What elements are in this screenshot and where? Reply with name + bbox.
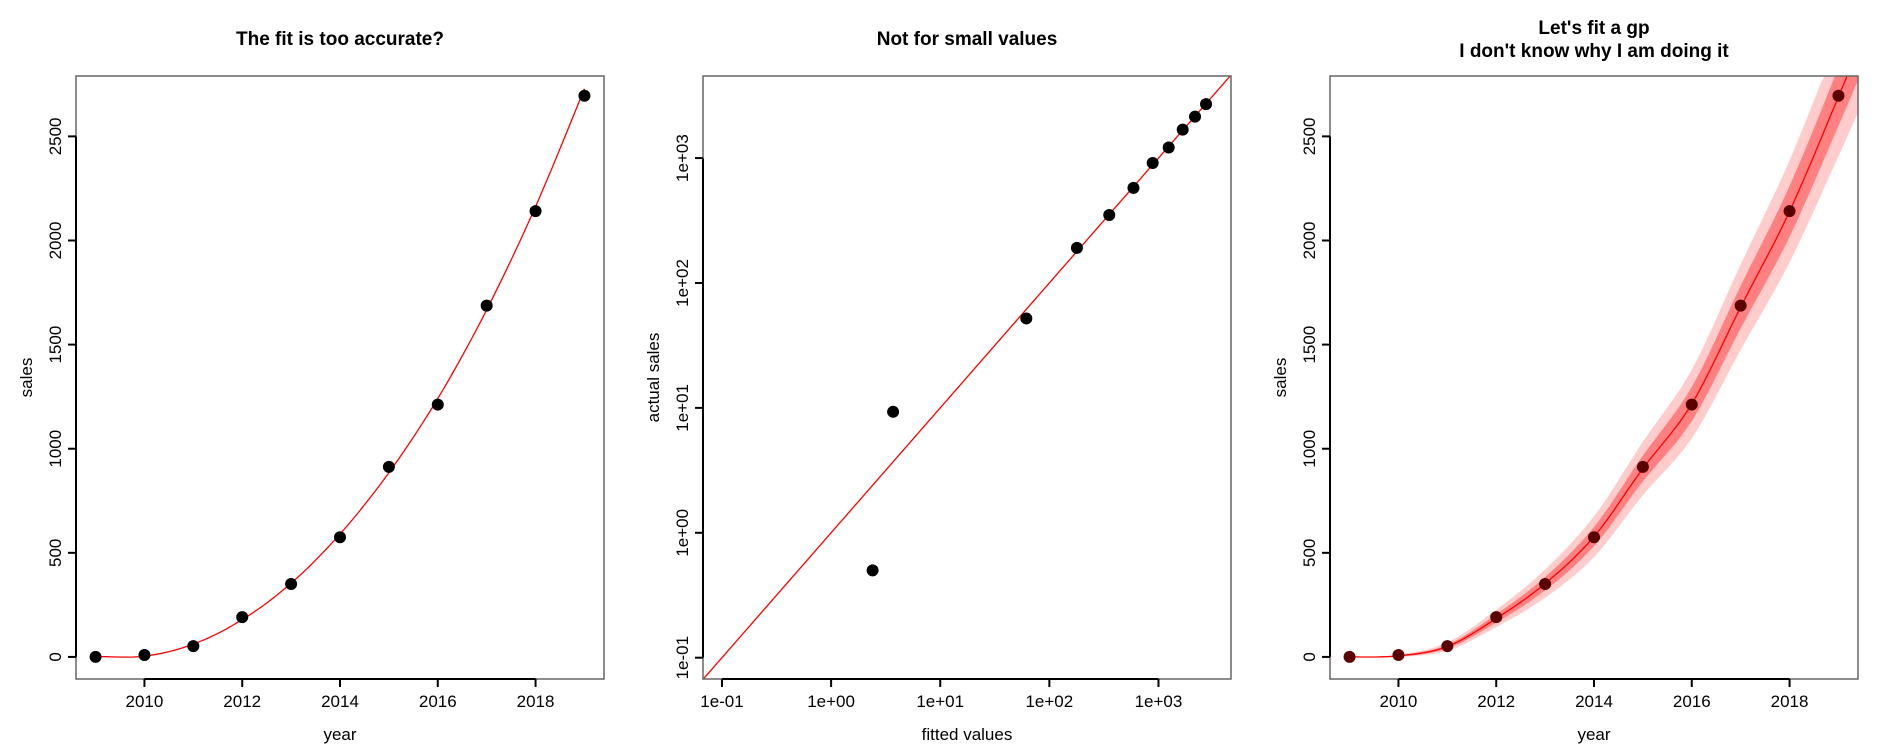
gp-mean-line: [1349, 76, 1849, 658]
y-tick-label: 0: [46, 652, 65, 661]
y-tick-label: 2000: [46, 222, 65, 260]
y-axis-title: sales: [17, 358, 36, 398]
y-tick-label: 1500: [46, 326, 65, 364]
x-tick-label: 2018: [517, 692, 555, 711]
data-point: [1343, 650, 1356, 663]
y-tick-label: 2000: [1300, 222, 1319, 260]
fit-line: [95, 88, 586, 658]
panel-gp-fit: Let's fit a gpI don't know why I am doin…: [1271, 18, 1859, 744]
chart-title: Not for small values: [877, 29, 1058, 50]
y-axis: 1e-01 1e+00 1e+01 1e+02 1e+03: [673, 134, 704, 679]
identity-reference-line: [703, 76, 1231, 679]
data-point: [334, 531, 346, 544]
data-point: [1734, 299, 1747, 312]
outer-confidence-band: [1349, 76, 1858, 658]
x-axis: 2010 2012 2014 2016 2018: [1380, 678, 1809, 711]
y-tick-label: 1500: [1300, 326, 1319, 364]
data-point: [187, 640, 200, 653]
chart-title: I don't know why I am doing it: [1459, 41, 1729, 62]
plot-frame: [75, 75, 605, 680]
data-point: [236, 611, 249, 624]
x-axis-title: year: [323, 725, 356, 744]
panel-sales-fit: The fit is too accurate? 2010 2012 2014 2016…: [17, 29, 605, 744]
x-tick-label: 2016: [419, 692, 457, 711]
y-tick-label: 0: [1300, 652, 1319, 661]
data-point: [1127, 181, 1140, 194]
x-tick-label: 1e+01: [916, 692, 964, 711]
data-point: [1490, 611, 1503, 624]
y-axis-title: actual sales: [644, 333, 663, 423]
data-point: [578, 89, 591, 102]
x-tick-label: 2016: [1673, 692, 1711, 711]
y-tick-label: 1e-01: [673, 636, 692, 679]
data-point: [1103, 209, 1116, 222]
x-tick-label: 1e+02: [1025, 692, 1073, 711]
chart-title: The fit is too accurate?: [236, 29, 444, 50]
x-axis-title: fitted values: [922, 725, 1013, 744]
data-point: [1685, 398, 1698, 411]
y-tick-label: 2500: [1300, 117, 1319, 155]
plot-frame: [1329, 75, 1859, 680]
data-point: [480, 299, 493, 312]
y-tick-label: 500: [1300, 539, 1319, 567]
data-point: [1539, 578, 1552, 591]
data-point: [382, 460, 395, 473]
x-tick-label: 1e+00: [807, 692, 855, 711]
plot-area: [89, 88, 591, 663]
data-point: [1588, 531, 1600, 544]
y-tick-label: 1e+03: [673, 134, 692, 182]
chart-title: Let's fit a gp: [1538, 18, 1649, 39]
data-point: [1832, 89, 1845, 102]
y-tick-label: 2500: [46, 117, 65, 155]
x-axis-title: year: [1577, 725, 1610, 744]
y-axis-title: sales: [1271, 358, 1290, 398]
data-point: [1176, 123, 1189, 136]
data-point: [431, 398, 444, 411]
x-tick-label: 2010: [1380, 692, 1418, 711]
y-tick-label: 1000: [46, 430, 65, 468]
x-tick-label: 1e+03: [1135, 692, 1183, 711]
x-tick-label: 2010: [126, 692, 164, 711]
data-point: [1200, 98, 1213, 111]
panel-fitted-vs-actual: Not for small values 1e-01 1e+00 1e+01 1e+02…: [644, 29, 1232, 744]
x-axis: 2010 2012 2014 2016 2018: [126, 678, 555, 711]
data-point: [887, 405, 900, 418]
y-axis: 0 500 1000 1500 2000 2500: [1300, 117, 1331, 662]
inner-confidence-band: [1349, 76, 1858, 658]
x-axis: 1e-01 1e+00 1e+01 1e+02 1e+03: [700, 678, 1183, 711]
data-point: [285, 578, 298, 591]
data-point: [1783, 205, 1796, 218]
y-tick-label: 1e+00: [673, 509, 692, 557]
data-point: [529, 205, 542, 218]
x-tick-label: 1e-01: [700, 692, 743, 711]
x-tick-label: 2014: [1575, 692, 1613, 711]
y-tick-label: 1000: [1300, 430, 1319, 468]
x-tick-label: 2012: [223, 692, 261, 711]
y-tick-label: 1e+02: [673, 259, 692, 307]
y-tick-label: 1e+01: [673, 384, 692, 432]
x-tick-label: 2018: [1771, 692, 1809, 711]
data-point: [1636, 460, 1649, 473]
data-point: [1070, 241, 1083, 254]
data-point: [1189, 110, 1202, 123]
data-point: [89, 650, 102, 663]
data-point: [866, 564, 879, 577]
x-tick-label: 2014: [321, 692, 359, 711]
y-tick-label: 500: [46, 539, 65, 567]
data-point: [138, 649, 151, 662]
data-point: [1020, 312, 1033, 325]
plot-area: [703, 76, 1231, 679]
data-point: [1162, 141, 1175, 154]
y-axis: 0 500 1000 1500 2000 2500: [46, 117, 77, 662]
plot-area: [1343, 76, 1858, 663]
data-point: [1392, 649, 1405, 662]
x-tick-label: 2012: [1477, 692, 1515, 711]
data-point: [1146, 156, 1159, 169]
data-point: [1441, 640, 1454, 653]
